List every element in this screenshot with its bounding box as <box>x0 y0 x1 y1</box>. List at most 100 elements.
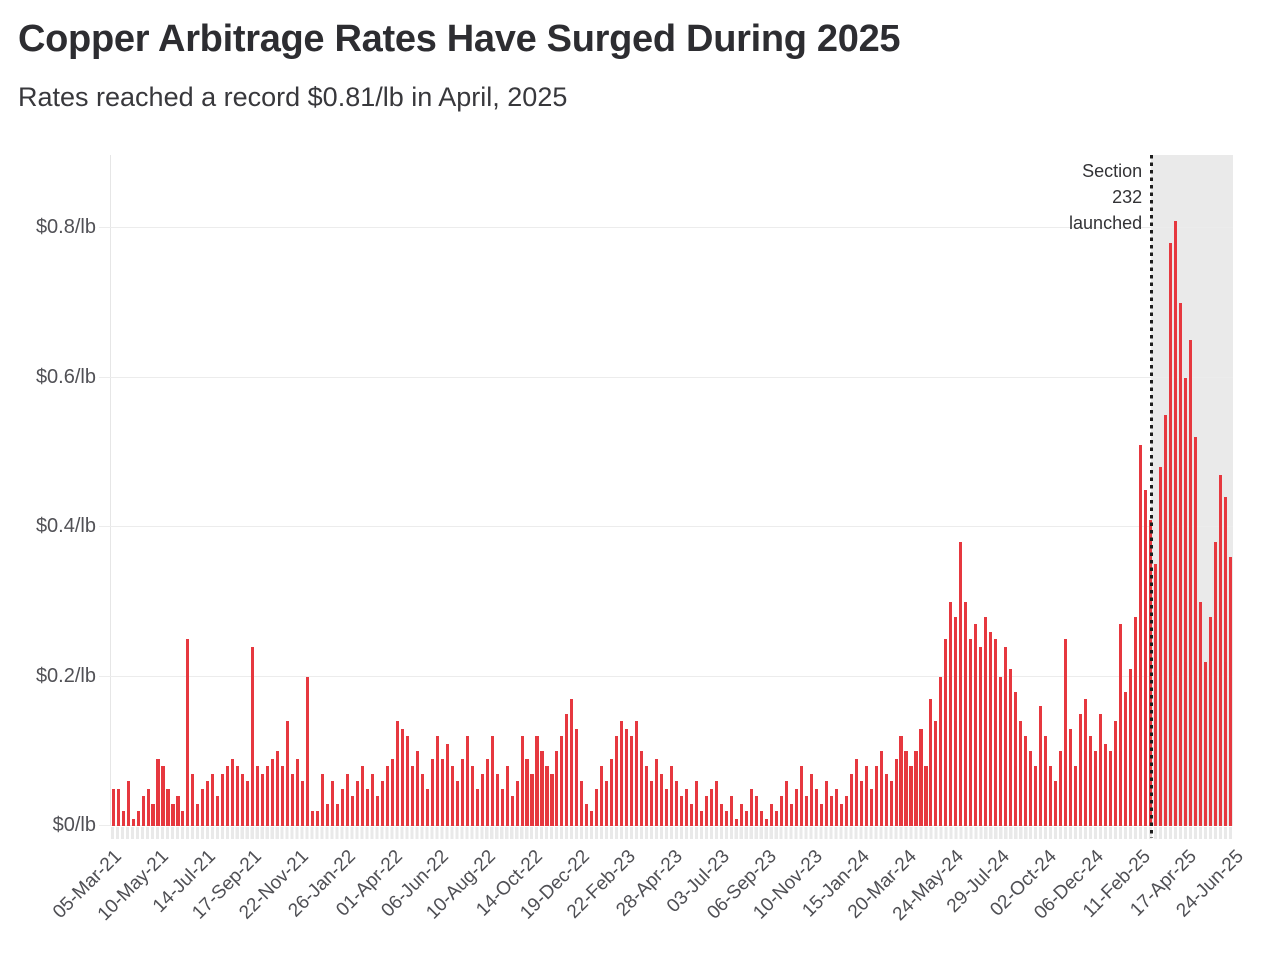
bar <box>864 766 868 826</box>
bar <box>375 796 379 826</box>
bar <box>141 796 145 826</box>
bar <box>121 811 125 826</box>
bar <box>635 721 639 826</box>
bar <box>206 781 210 826</box>
bar <box>879 751 883 826</box>
y-tick-label: $0/lb <box>52 814 96 836</box>
bar <box>724 811 729 826</box>
bar <box>655 758 659 826</box>
bar <box>859 781 863 826</box>
bar <box>700 811 704 826</box>
bar <box>166 788 170 826</box>
bar <box>759 811 763 826</box>
bar <box>340 788 345 826</box>
bar <box>271 758 275 826</box>
bar <box>1088 736 1093 826</box>
bar <box>1128 669 1132 826</box>
bar <box>201 788 205 826</box>
bar <box>804 796 808 826</box>
bar <box>216 796 220 826</box>
bar <box>555 751 559 826</box>
y-axis-line <box>110 155 111 826</box>
bar <box>1123 691 1127 826</box>
bar <box>455 781 459 826</box>
bar <box>944 639 948 826</box>
bar <box>625 728 629 826</box>
bar <box>326 803 330 826</box>
bar <box>824 781 828 826</box>
bar <box>355 781 360 826</box>
bar <box>610 758 614 826</box>
bar <box>435 736 439 826</box>
bar <box>670 766 674 826</box>
x-axis-labels: 05-Mar-21 10-May-21 14-Jul-21 17-Sep-21 22-N… <box>49 846 1248 956</box>
bar <box>485 758 489 826</box>
bar <box>266 766 270 826</box>
bar <box>331 781 335 826</box>
bar <box>176 796 180 826</box>
gridline <box>99 526 1233 527</box>
bar <box>1133 616 1137 826</box>
annotation-line-1: Section <box>1082 161 1143 181</box>
bar <box>989 631 993 826</box>
bar <box>156 758 160 826</box>
bar <box>246 781 250 826</box>
bar <box>899 736 903 826</box>
bar <box>465 736 469 826</box>
bar <box>794 788 798 826</box>
bar <box>1223 497 1227 826</box>
bar <box>1079 713 1083 826</box>
bar <box>525 758 529 826</box>
bar <box>221 773 225 826</box>
bar <box>695 781 699 826</box>
bar <box>336 803 340 826</box>
bar <box>1098 713 1103 826</box>
bar <box>470 766 474 826</box>
bar <box>575 728 579 826</box>
bar <box>306 676 310 826</box>
bar <box>1188 340 1192 826</box>
bar <box>600 766 604 826</box>
bar <box>241 773 245 826</box>
bar <box>874 766 878 826</box>
bar <box>580 781 584 826</box>
bar <box>1203 661 1207 826</box>
bar <box>1039 706 1043 826</box>
bar <box>415 751 419 826</box>
bar <box>1029 751 1033 826</box>
bar <box>395 721 399 826</box>
bar <box>251 646 255 826</box>
bar <box>620 721 624 826</box>
bar <box>929 698 933 826</box>
bar <box>729 796 734 826</box>
bar <box>191 773 195 826</box>
bar <box>909 766 913 826</box>
bar <box>530 773 534 826</box>
bar <box>1113 721 1117 826</box>
bar <box>535 736 539 826</box>
bar <box>161 766 165 826</box>
bar <box>560 736 564 826</box>
bar <box>1173 220 1177 826</box>
bar <box>630 736 634 826</box>
bar <box>914 751 918 826</box>
bar <box>774 811 778 826</box>
bar <box>959 541 963 826</box>
bar <box>1103 743 1108 826</box>
bar <box>430 758 434 826</box>
bar <box>969 639 973 826</box>
bar <box>650 781 654 826</box>
bar <box>984 616 988 826</box>
bar <box>595 788 599 826</box>
bar <box>500 788 504 826</box>
bar <box>1143 489 1147 826</box>
bar <box>495 773 499 826</box>
bar <box>964 601 968 826</box>
bar <box>1009 669 1013 826</box>
y-tick-label: $0.8/lb <box>35 216 96 238</box>
bar <box>151 803 155 826</box>
bar <box>744 811 748 826</box>
bar <box>131 818 135 826</box>
y-tick-label: $0.2/lb <box>35 664 96 687</box>
bar <box>296 758 300 826</box>
